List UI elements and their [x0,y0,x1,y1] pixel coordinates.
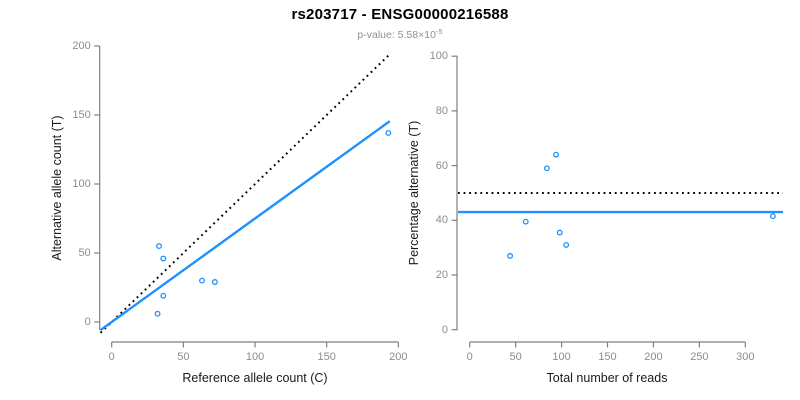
left-x-tick-label: 50 [177,351,190,363]
right-x-tick-label: 300 [736,351,755,363]
right-data-point [522,218,529,225]
p-value-text: p-value: 5.58×10 [357,29,436,41]
left-data-point [385,129,392,136]
p-value-exponent: -5 [435,27,443,36]
left-y-tick-label: 200 [72,40,91,52]
left-y-axis-title: Alternative allele count (T) [50,115,64,261]
page-title: rs203717 - ENSG00000216588 [291,6,509,23]
left-data-point [211,279,218,285]
right-data-point [543,165,550,172]
right-x-tick-label: 200 [644,351,663,363]
right-data-point [769,213,776,220]
right-x-tick-label: 100 [552,351,571,363]
right-data-point [507,252,514,259]
right-data-point [563,241,570,248]
left-x-tick-label: 100 [245,351,265,363]
right-x-tick-label: 250 [690,351,709,363]
right-data-point [556,229,563,236]
right-data-point [553,151,560,158]
right-y-tick-label: 0 [441,323,448,336]
p-value-subtitle: p-value: 5.58×10-5 [0,27,800,41]
left-x-tick-label: 150 [317,351,336,363]
left-x-axis-title: Reference allele count (C) [182,371,328,385]
left-fit-line [99,120,391,332]
right-y-tick-label: 20 [435,269,448,281]
left-y-tick-label: 150 [72,109,91,121]
left-y-tick-label: 50 [78,247,91,259]
left-data-point [160,292,167,299]
right-y-axis-title: Percentage alternative (T) [407,120,421,266]
right-y-tick-label: 60 [435,159,448,172]
right-x-axis-title: Total number of reads [546,371,668,385]
right-x-tick-label: 50 [509,351,522,363]
left-data-point [160,255,167,262]
left-x-tick-label: 0 [108,351,115,363]
right-x-tick-label: 0 [466,351,473,363]
left-data-point [156,243,162,250]
left-data-point [154,310,161,317]
right-y-tick-label: 100 [429,50,448,63]
left-data-point [199,277,205,284]
left-y-tick-label: 0 [84,316,91,328]
right-x-tick-label: 150 [598,351,617,363]
left-x-tick-label: 200 [389,351,408,363]
right-y-tick-label: 40 [435,214,448,227]
left-y-tick-label: 100 [72,178,91,190]
right-y-tick-label: 80 [435,104,448,117]
